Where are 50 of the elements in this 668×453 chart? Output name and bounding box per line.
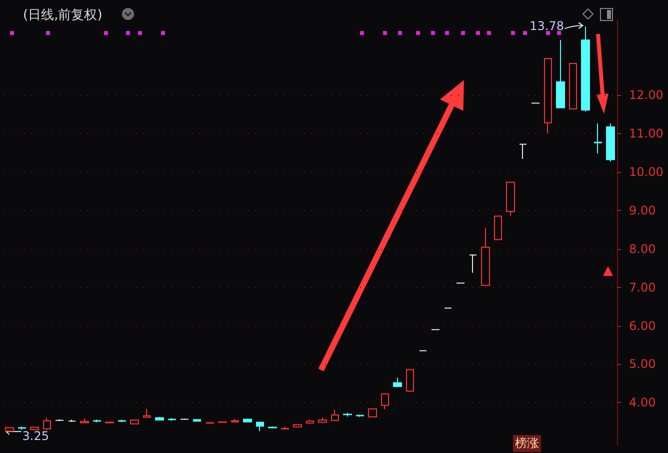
candlestick [544,58,552,134]
candlestick [30,426,39,431]
candlestick [5,426,14,432]
candlestick [155,416,164,420]
annotation: 榜涨 [513,435,541,452]
candlestick [68,419,76,422]
y-tick-label: 12.00 [629,88,664,102]
chart-title: (日线,前复权) [23,8,102,23]
candlestick [343,412,352,418]
candlestick [556,40,565,108]
candlestick [331,409,339,421]
candlestick [43,417,51,430]
y-tick-label: 9.00 [629,203,656,218]
annotation: 3.25 [22,428,49,443]
annotation: 13.78 [530,18,564,33]
candlestick [55,418,64,422]
candlestick [469,254,477,274]
candlestick [256,422,264,432]
candlestick [231,418,239,422]
candlestick [18,426,26,430]
candlestick [481,227,490,286]
candlestick [368,408,377,418]
candlestick [293,424,302,428]
candlestick [569,62,577,110]
candlestick [606,122,615,162]
candlestick [80,418,89,424]
candlestick [406,369,414,392]
y-tick-label: 5.00 [629,357,656,372]
candlestick [168,418,176,422]
y-tick-label: 6.00 [629,318,656,333]
y-tick-label: 8.00 [629,242,656,256]
candlestick [193,418,201,422]
y-tick-label: 10.00 [629,164,664,179]
candlestick [356,414,364,418]
y-tick-label: 11.00 [629,126,664,140]
candlestick [243,418,252,422]
candlestick [381,393,389,410]
candlestick [306,419,314,424]
y-tick-label: 4.00 [629,396,656,410]
candlestick [130,420,139,424]
y-tick-label: 7.00 [629,280,656,294]
candlestick [393,377,402,388]
candlestick [581,26,590,112]
candlestick [281,426,289,430]
candlestick [506,182,515,216]
candlestick [318,417,327,423]
candlestick [594,122,602,154]
candlestick [519,144,527,160]
candlestick [143,408,151,418]
candlestick [494,216,502,240]
